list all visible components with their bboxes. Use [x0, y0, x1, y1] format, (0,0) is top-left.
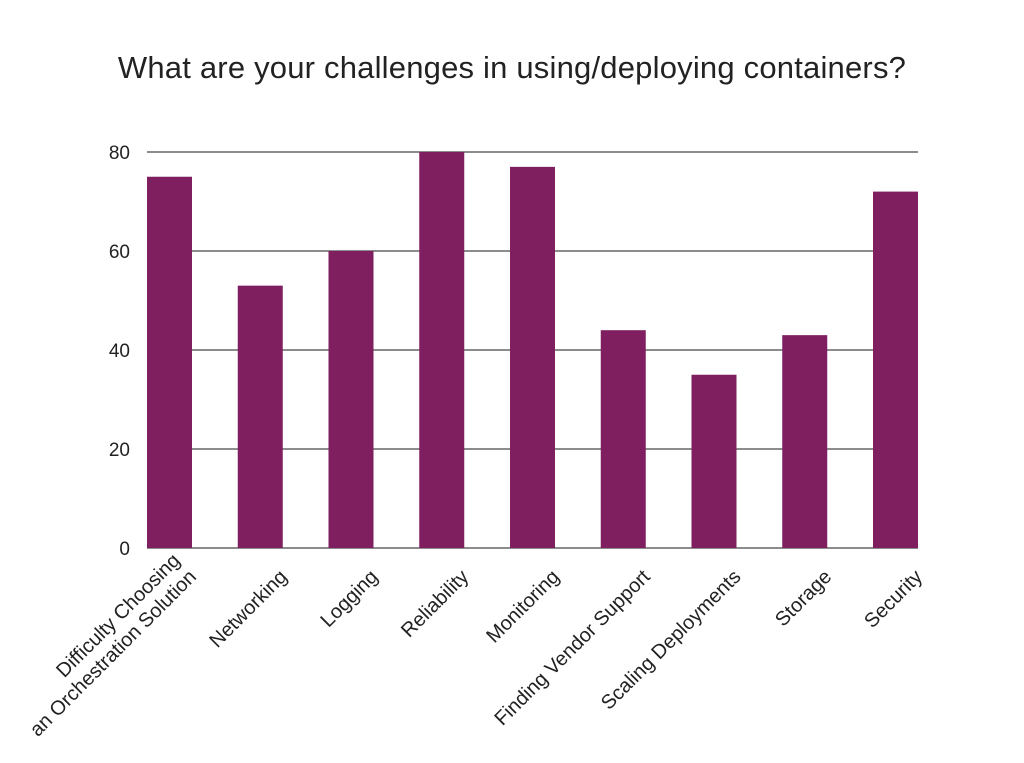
x-category-label-7: Storage	[771, 566, 836, 631]
bar-3	[419, 152, 465, 548]
x-category-label-4: Monitoring	[482, 566, 564, 648]
y-tick-label-80: 80	[109, 143, 130, 164]
bar-1	[237, 285, 283, 548]
x-category-label-0-line-1: an Orchestration Solution	[26, 566, 201, 741]
bar-8	[873, 191, 918, 548]
x-category-label-0: Difficulty Choosingan Orchestration Solu…	[10, 550, 201, 741]
x-category-label-7-line-0: Storage	[771, 566, 836, 631]
x-category-label-8-line-0: Security	[860, 566, 927, 633]
x-category-label-2-line-0: Logging	[317, 566, 383, 632]
y-axis: 0 20 40 60 80	[109, 143, 130, 560]
bar-0	[147, 176, 192, 548]
bar-5	[600, 330, 646, 548]
x-category-label-2: Logging	[317, 566, 383, 632]
bar-2	[328, 251, 374, 548]
bar-6	[691, 374, 737, 548]
y-tick-label-0: 0	[119, 539, 130, 560]
x-category-label-1-line-0: Networking	[205, 566, 291, 652]
x-category-label-3-line-0: Reliability	[397, 566, 473, 642]
x-category-label-5-line-0: Finding Vendor Support	[491, 566, 655, 730]
bar-4	[510, 166, 555, 548]
bars	[147, 152, 918, 548]
y-tick-label-40: 40	[109, 341, 130, 362]
x-axis-labels: Difficulty Choosingan Orchestration Solu…	[10, 550, 927, 741]
x-category-label-5: Finding Vendor Support	[491, 566, 655, 730]
x-category-label-8: Security	[860, 566, 927, 633]
x-category-label-1: Networking	[205, 566, 291, 652]
x-category-label-4-line-0: Monitoring	[482, 566, 564, 648]
y-tick-label-60: 60	[109, 242, 130, 263]
chart-title: What are your challenges in using/deploy…	[117, 50, 907, 85]
y-tick-label-20: 20	[109, 440, 130, 461]
x-category-label-3: Reliability	[397, 566, 473, 642]
bar-7	[782, 335, 828, 548]
